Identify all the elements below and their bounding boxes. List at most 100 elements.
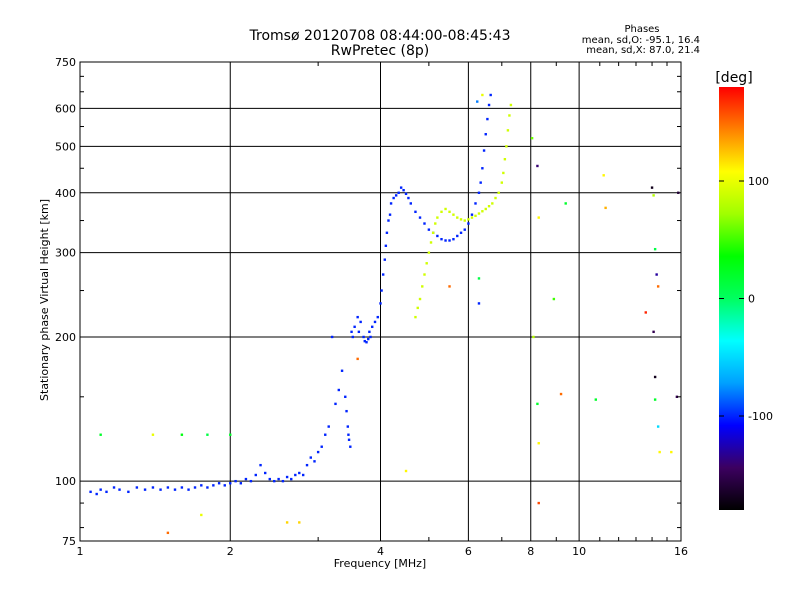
data-point — [345, 409, 348, 413]
data-point — [151, 433, 155, 436]
data-point — [285, 521, 289, 524]
data-point — [484, 133, 487, 136]
data-point — [456, 234, 459, 238]
data-point — [356, 315, 359, 319]
colorbar-tick-label: -100 — [748, 410, 773, 423]
x-tick-label: 6 — [465, 545, 472, 558]
y-tick-label: 100 — [55, 475, 76, 488]
data-point — [404, 469, 408, 473]
data-point — [217, 482, 221, 485]
data-point — [409, 202, 412, 205]
data-point — [127, 490, 130, 494]
data-point — [559, 392, 563, 396]
data-point — [436, 216, 439, 219]
data-point — [363, 339, 366, 343]
data-point — [388, 213, 392, 216]
data-point — [180, 433, 184, 436]
data-point — [229, 433, 232, 436]
data-point — [305, 463, 309, 467]
data-point — [281, 479, 285, 483]
data-point — [404, 192, 408, 196]
y-tick-label: 400 — [55, 187, 76, 200]
data-point — [350, 330, 353, 334]
data-point — [346, 425, 350, 428]
data-point — [456, 216, 459, 219]
data-point — [481, 167, 484, 170]
y-tick-label: 75 — [62, 535, 76, 548]
data-point — [440, 237, 443, 241]
data-point — [486, 117, 489, 121]
data-point — [602, 174, 605, 177]
data-point — [95, 492, 98, 496]
data-point — [653, 398, 657, 401]
data-point — [397, 191, 400, 194]
data-point — [330, 335, 334, 339]
data-point — [477, 191, 481, 194]
axis-ticks: 1 2 4 6 8 10 16 75 100 200 300 400 500 600 750 — [55, 56, 688, 558]
data-point — [193, 486, 197, 489]
y-tick-label: 750 — [55, 56, 76, 69]
data-point — [481, 93, 484, 97]
data-point — [316, 450, 320, 454]
data-point — [421, 285, 424, 288]
data-point — [206, 486, 209, 489]
data-point — [537, 216, 540, 219]
data-point — [349, 445, 352, 448]
data-point — [463, 228, 466, 231]
data-point — [658, 450, 661, 454]
data-point — [537, 501, 540, 505]
data-point — [324, 433, 327, 436]
data-point — [384, 244, 388, 247]
data-points — [89, 93, 680, 535]
data-point — [416, 306, 419, 310]
y-axis-label: Stationary phase Virtual Height [km] — [38, 199, 51, 401]
data-point — [369, 335, 372, 339]
phases-o-stats: mean, sd,O: -95.1, 16.4 — [582, 35, 700, 46]
data-point — [383, 258, 386, 261]
data-point — [347, 433, 350, 436]
data-point — [670, 450, 673, 454]
data-point — [180, 486, 184, 489]
data-point — [652, 330, 655, 334]
data-point — [392, 196, 395, 200]
data-point — [675, 395, 679, 399]
data-point — [212, 484, 215, 487]
data-point — [89, 490, 92, 494]
data-point — [477, 277, 481, 280]
data-point — [425, 262, 428, 265]
data-point — [477, 212, 481, 215]
data-point — [448, 239, 451, 242]
data-point — [254, 473, 257, 477]
data-point — [234, 479, 237, 483]
colorbar: [deg] 100 0 -100 — [715, 70, 773, 510]
data-point — [487, 103, 491, 107]
data-point — [594, 398, 598, 401]
data-point — [427, 228, 431, 231]
data-point — [604, 206, 607, 210]
data-point — [656, 425, 660, 428]
data-point — [309, 456, 312, 459]
data-point — [99, 433, 102, 436]
phases-heading: Phases — [624, 24, 659, 35]
data-point — [290, 477, 293, 481]
data-point — [379, 302, 382, 305]
data-point — [423, 222, 426, 225]
data-point — [536, 402, 539, 406]
data-point — [277, 477, 280, 481]
data-point — [166, 531, 170, 535]
data-point — [399, 186, 403, 189]
data-point — [380, 289, 383, 292]
data-point — [298, 471, 301, 475]
data-point — [481, 210, 484, 213]
data-point — [351, 335, 354, 339]
data-point — [206, 433, 209, 436]
data-point — [347, 438, 351, 441]
data-point — [444, 207, 447, 211]
data-point — [337, 388, 341, 392]
data-point — [476, 100, 479, 103]
data-point — [362, 335, 365, 339]
data-point — [503, 158, 507, 161]
colorbar-tick-label: 100 — [748, 175, 769, 188]
data-point — [313, 460, 316, 463]
